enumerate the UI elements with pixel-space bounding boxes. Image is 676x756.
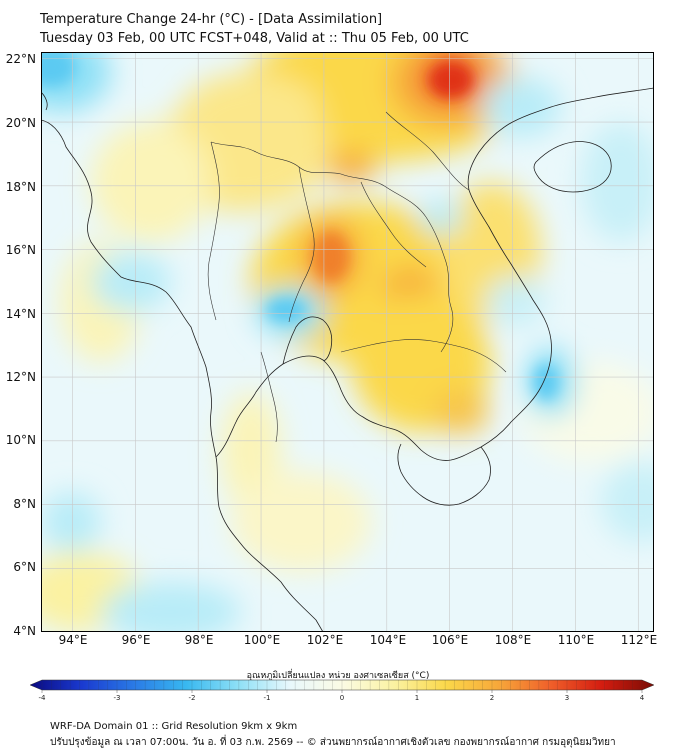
lat-label: 4°N — [13, 624, 36, 638]
lat-label: 8°N — [13, 497, 36, 511]
lat-label: 16°N — [5, 243, 36, 257]
map-panel — [41, 52, 654, 632]
map-title: Temperature Change 24-hr (°C) - [Data As… — [40, 12, 383, 27]
colorbar-tick-label: -1 — [264, 694, 271, 702]
map-subtitle: Tuesday 03 Feb, 00 UTC FCST+048, Valid a… — [40, 31, 469, 46]
colorbar-tick-label: -4 — [39, 694, 47, 702]
colorbar-tick-label: 2 — [490, 694, 494, 702]
lat-label: 22°N — [5, 52, 36, 66]
lat-label: 14°N — [5, 307, 36, 321]
lat-label: 12°N — [5, 370, 36, 384]
lon-label: 94°E — [58, 633, 88, 647]
colorbar-tick-label: 4 — [640, 694, 645, 702]
lon-label: 102°E — [306, 633, 344, 647]
footer-update-info: ปรับปรุงข้อมูล ณ เวลา 07:00น. วัน อ. ที่… — [50, 737, 616, 748]
colorbar-tick-label: -2 — [189, 694, 196, 702]
colorbar-tick-label: -3 — [114, 694, 121, 702]
lon-label: 96°E — [121, 633, 151, 647]
lat-label: 10°N — [5, 433, 36, 447]
lon-label: 112°E — [620, 633, 658, 647]
footer-model-info: WRF-DA Domain 01 :: Grid Resolution 9km … — [50, 721, 298, 732]
lon-label: 106°E — [431, 633, 469, 647]
lat-label: 20°N — [5, 116, 36, 130]
colorbar-tick-label: 3 — [565, 694, 569, 702]
colorbar: -4 -3 -2 -1 0 1 2 3 4 — [30, 679, 655, 702]
map-gridlines — [41, 52, 654, 632]
colorbar-tick-label: 1 — [415, 694, 419, 702]
map-frame — [41, 52, 654, 632]
country-borders — [207, 111, 507, 443]
lon-label: 100°E — [243, 633, 281, 647]
coastlines — [41, 87, 654, 632]
colorbar-title: อุณหภูมิเปลี่ยนแปลง หน่วย องศาเซลเซียส (… — [246, 671, 430, 681]
colorbar-tick-label: 0 — [340, 694, 344, 702]
lon-label: 98°E — [184, 633, 214, 647]
lon-label: 108°E — [494, 633, 532, 647]
lat-label: 18°N — [5, 180, 36, 194]
lon-label: 110°E — [557, 633, 595, 647]
lon-label: 104°E — [369, 633, 407, 647]
lat-label: 6°N — [13, 560, 36, 574]
temperature-field — [41, 52, 654, 632]
temperature-change-map — [41, 52, 654, 632]
